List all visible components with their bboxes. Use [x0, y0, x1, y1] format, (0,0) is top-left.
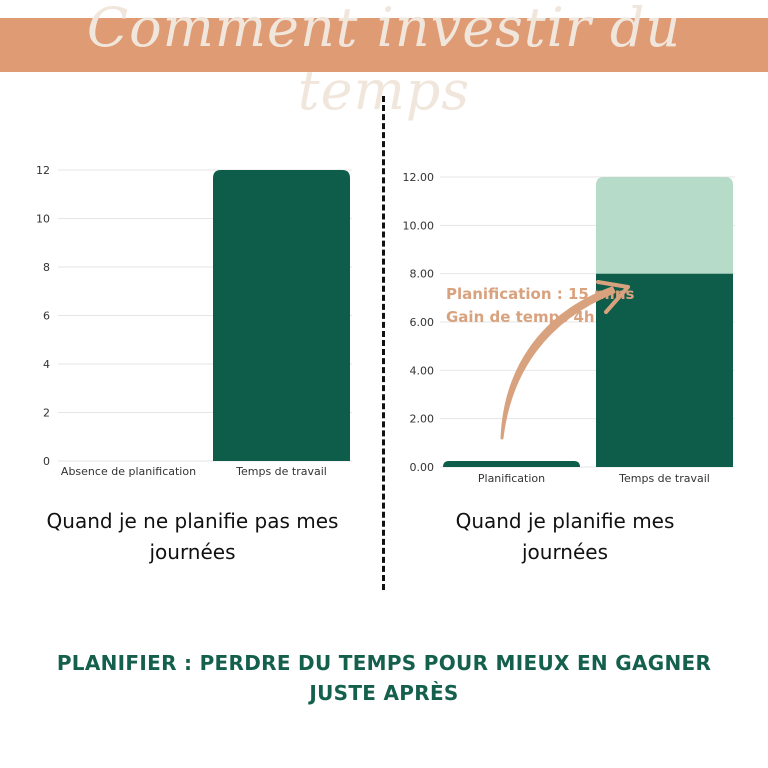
bar: [596, 177, 733, 274]
y-tick-label: 4.00: [410, 364, 435, 377]
x-tick-label: Planification: [478, 472, 545, 485]
bar: [443, 460, 580, 467]
y-tick-label: 4: [43, 358, 50, 371]
arrow-head-icon: [596, 280, 630, 314]
y-tick-label: 10: [36, 213, 50, 226]
x-tick-label: Temps de travail: [235, 465, 327, 478]
title-banner: [0, 18, 768, 72]
curved-arrow-icon: [500, 286, 616, 440]
dashed-divider: [382, 96, 385, 590]
left-caption: Quand je ne planifie pas mes journées: [46, 509, 339, 564]
page-title: Comment investir du temps: [86, 0, 682, 122]
bar: [213, 170, 350, 461]
footer-text: PLANIFIER : PERDRE DU TEMPS POUR MIEUX E…: [56, 651, 712, 705]
y-tick-label: 0.00: [410, 461, 435, 474]
bar: [596, 273, 733, 467]
y-tick-label: 12.00: [403, 171, 435, 184]
y-tick-label: 6.00: [410, 316, 435, 329]
y-tick-label: 2.00: [410, 413, 435, 426]
y-tick-label: 10.00: [403, 219, 435, 232]
y-tick-label: 2: [43, 407, 50, 420]
x-tick-label: Absence de planification: [61, 465, 196, 478]
y-tick-label: 6: [43, 310, 50, 323]
y-tick-label: 8.00: [410, 268, 435, 281]
y-tick-label: 12: [36, 164, 50, 177]
right-caption: Quand je planifie mes journées: [455, 509, 675, 564]
y-tick-label: 8: [43, 261, 50, 274]
annotation-line-2: Gain de temps 4h: [446, 308, 595, 326]
x-tick-label: Temps de travail: [618, 472, 710, 485]
annotation: Planification : 15 mins Gain de temps 4h: [446, 283, 634, 329]
annotation-line-1: Planification : 15 mins: [446, 285, 635, 303]
y-tick-label: 0: [43, 455, 50, 468]
